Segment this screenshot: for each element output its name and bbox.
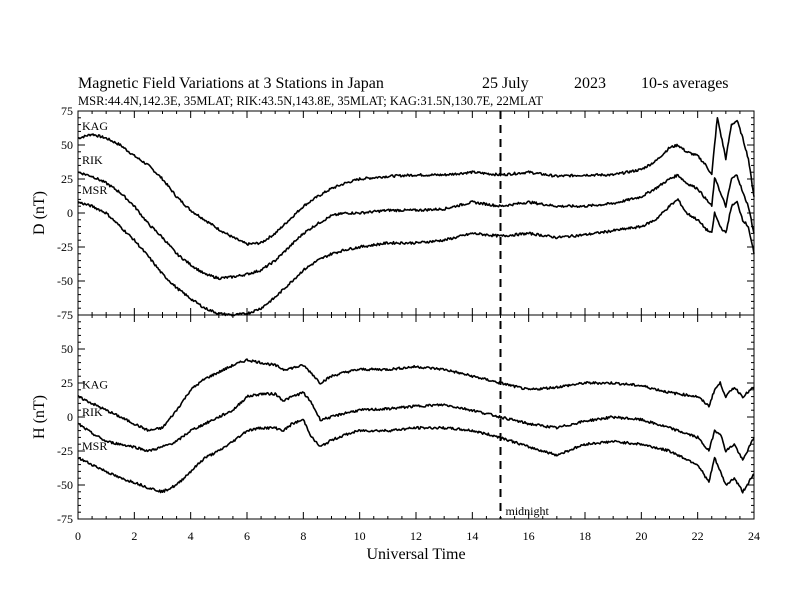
series-label-d-rik: RIK: [82, 153, 103, 167]
x-tick-label: 2: [131, 529, 137, 543]
y-tick-label: 75: [61, 104, 73, 118]
station-coordinates: MSR:44.4N,142.3E, 35MLAT; RIK:43.5N,143.…: [78, 94, 543, 108]
chart-title: Magnetic Field Variations at 3 Stations …: [78, 75, 384, 92]
h-panel-frame: [77, 314, 755, 520]
x-tick-label: 20: [635, 529, 647, 543]
chart-date: 25 July: [482, 75, 529, 92]
x-tick-label: 8: [300, 529, 306, 543]
x-tick-label: 18: [579, 529, 591, 543]
series-line-h-msr: [77, 418, 755, 494]
chart-year: 2023: [574, 75, 606, 92]
y-tick-label: 0: [67, 206, 73, 220]
series-label-d-msr: MSR: [82, 183, 107, 197]
y-tick-label: 50: [61, 342, 73, 356]
x-axis-label: Universal Time: [366, 546, 465, 563]
series-line-d-msr: [77, 198, 755, 317]
y-tick-label: -50: [57, 274, 73, 288]
y-tick-label: -25: [57, 240, 73, 254]
data-series: [77, 117, 755, 494]
d-panel-frame: [77, 110, 755, 316]
x-tick-label: 4: [188, 529, 194, 543]
y-tick-label: -75: [57, 308, 73, 322]
series-line-h-rik: [77, 391, 755, 461]
x-tick-label: 24: [748, 529, 760, 543]
y-tick-label: 25: [61, 172, 73, 186]
y-tick-label: 50: [61, 138, 73, 152]
series-line-h-kag: [77, 358, 755, 432]
y-tick-label: -75: [57, 512, 73, 526]
series-line-d-kag: [77, 117, 755, 246]
x-tick-label: 16: [523, 529, 535, 543]
h-axis-label: H (nT): [31, 395, 48, 439]
y-tick-label: -25: [57, 444, 73, 458]
x-tick-label: 22: [692, 529, 704, 543]
series-labels: KAG RIK MSR KAG RIK MSR: [82, 119, 108, 453]
x-tick-label: 6: [244, 529, 250, 543]
x-tick-label: 10: [354, 529, 366, 543]
chart-averaging: 10-s averages: [641, 75, 729, 92]
d-axis-label: D (nT): [31, 191, 48, 235]
series-label-h-msr: MSR: [82, 439, 107, 453]
x-tick-label: 14: [466, 529, 478, 543]
midnight-label: midnight: [506, 504, 550, 518]
series-label-h-kag: KAG: [82, 378, 108, 392]
x-tick-label: 12: [410, 529, 422, 543]
series-label-h-rik: RIK: [82, 405, 103, 419]
series-line-d-rik: [77, 171, 755, 281]
series-label-d-kag: KAG: [82, 119, 108, 133]
y-tick-label: 0: [67, 410, 73, 424]
x-tick-label: 0: [75, 529, 81, 543]
y-tick-label: -50: [57, 478, 73, 492]
y-tick-label: 25: [61, 376, 73, 390]
